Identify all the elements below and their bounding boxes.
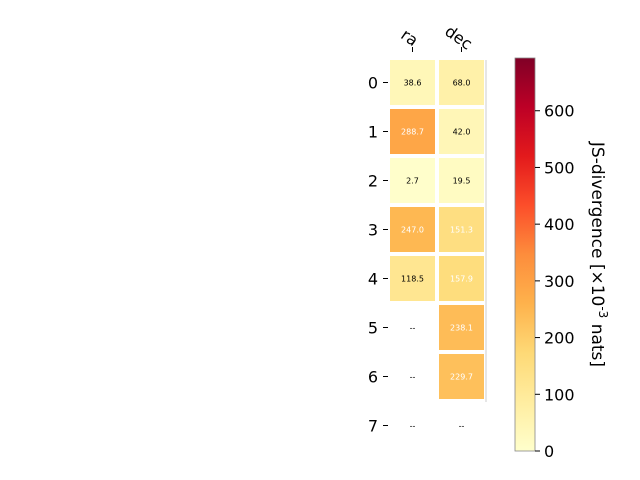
column-label-ra: ra (397, 25, 421, 50)
heatmap-cell-2-dec (438, 157, 485, 204)
heatmap-cell-4-dec (438, 255, 485, 302)
row-label-3: 3 (368, 221, 378, 240)
cell-value-label: 238.1 (450, 324, 473, 333)
heatmap-cell-0-ra (389, 59, 436, 106)
colorbar-label: JS-divergence [×10-3 nats] (587, 141, 610, 367)
colorbar-tick-label-400: 400 (544, 215, 575, 234)
colorbar-tick-label-600: 600 (544, 102, 575, 121)
heatmap-cell-4-ra (389, 255, 436, 302)
heatmap-cell-1-dec (438, 108, 485, 155)
colorbar-tick-label-500: 500 (544, 158, 575, 177)
colorbar-tick-label-200: 200 (544, 329, 575, 348)
colorbar-tick-label-300: 300 (544, 272, 575, 291)
row-label-5: 5 (368, 319, 378, 338)
colorbar-tick-label-0: 0 (544, 442, 554, 461)
cell-value-label: 247.0 (401, 226, 424, 235)
cell-value-label: 2.7 (406, 177, 419, 186)
cell-value-label: 68.0 (453, 79, 471, 88)
heatmap-cell-3-ra (389, 206, 436, 253)
row-label-2: 2 (368, 172, 378, 191)
colorbar-ticks: 0 100 200 300 400 500 600 (535, 102, 575, 461)
column-label-dec: dec (441, 21, 475, 53)
heatmap-cell-3-dec (438, 206, 485, 253)
heatmap-cell-5-dec (438, 304, 485, 351)
heatmap-cell-0-dec (438, 59, 485, 106)
cell-value-label: 38.6 (404, 79, 422, 88)
heatmap-cell-6-dec (438, 353, 485, 400)
colorbar-gradient (514, 57, 536, 452)
cell-value-label: -- (410, 324, 416, 333)
heatmap-cell-2-ra (389, 157, 436, 204)
heatmap-cell-1-ra (389, 108, 436, 155)
row-label-0: 0 (368, 74, 378, 93)
cell-value-label: -- (410, 373, 416, 382)
cell-value-label: 118.5 (401, 275, 424, 284)
row-labels: 0 1 2 3 4 5 6 7 (368, 74, 388, 436)
row-label-7: 7 (368, 417, 378, 436)
cell-value-label: -- (410, 422, 416, 431)
cell-value-label: 288.7 (401, 128, 424, 137)
row-label-1: 1 (368, 123, 378, 142)
colorbar-tick-label-100: 100 (544, 385, 575, 404)
cell-value-label: 157.9 (450, 275, 473, 284)
row-label-6: 6 (368, 368, 378, 387)
heatmap-cells: 38.6 68.0 288.7 42.0 2.7 19.5 247.0 151.3 118.5 1… (389, 59, 487, 431)
cell-value-label: 42.0 (453, 128, 471, 137)
cell-value-label: 151.3 (450, 226, 473, 235)
row-label-4: 4 (368, 270, 378, 289)
colorbar: 0 100 200 300 400 500 600 JS-divergence [×10-3… (514, 57, 610, 461)
cell-value-label: -- (459, 422, 465, 431)
column-labels: ra dec (397, 21, 475, 53)
cell-value-label: 19.5 (453, 177, 471, 186)
cell-value-label: 229.7 (450, 373, 473, 382)
